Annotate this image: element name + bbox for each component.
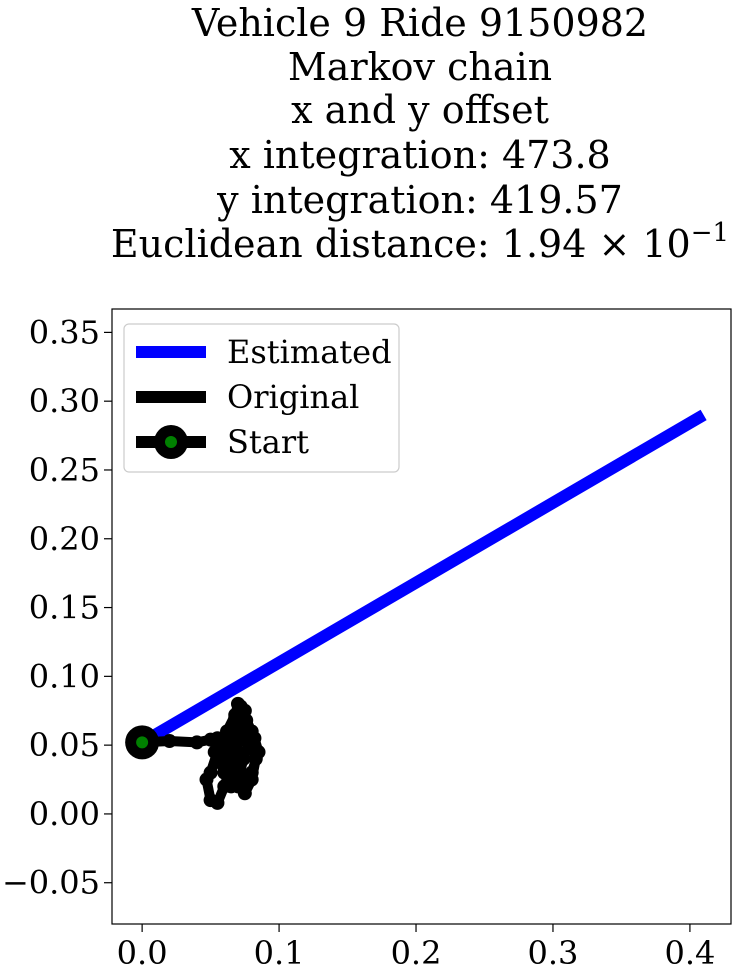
series-estimated-line [139,409,707,748]
x-tick-label: 0.1 [254,934,305,971]
original-point [230,710,245,725]
legend: Estimated Original Start [123,323,400,473]
title-line-6: Euclidean distance: 1.94 × 10−1 [111,218,729,266]
y-tick-label: 0.30 [29,382,100,420]
title-line-5: y integration: 419.57 [216,178,623,222]
x-tick-label: 0.4 [664,934,715,971]
y-tick-label: 0.35 [29,313,100,351]
original-point [244,724,259,739]
y-tick-label: 0.15 [29,589,100,627]
title-line-4: x integration: 473.8 [229,133,610,177]
y-tick-label: −0.05 [2,864,100,902]
original-point [199,772,214,787]
legend-label-estimated: Estimated [227,333,392,371]
legend-label-original: Original [227,378,359,416]
y-tick-label: 0.20 [29,520,100,558]
original-point [189,735,204,750]
original-point [230,765,245,780]
original-point [224,740,239,755]
y-tick-label: 0.00 [29,795,100,833]
y-tick-label: 0.25 [29,451,100,489]
legend-box [123,323,400,473]
y-tick-label: 0.05 [29,726,100,764]
title-line-2: Markov chain [288,45,552,89]
plot-frame [111,308,732,925]
x-tick-label: 0.3 [528,934,579,971]
original-point [210,795,225,810]
legend-label-start: Start [227,423,309,461]
original-point [244,772,259,787]
original-point [210,731,225,746]
title-exponent: −1 [691,218,729,248]
original-point [248,751,263,766]
y-axis: −0.05 0.00 0.05 0.10 0.15 0.20 0.25 0.30 0.35 [2,313,112,902]
title-line-3: x and y offset [291,88,549,132]
x-axis: 0.0 0.1 0.2 0.3 0.4 [117,924,715,971]
original-point [235,749,250,764]
y-tick-label: 0.10 [29,657,100,695]
series-group [125,409,707,810]
x-tick-label: 0.0 [117,934,168,971]
original-point [225,727,240,742]
legend-start-marker-center [165,436,177,448]
x-tick-label: 0.2 [391,934,442,971]
title-line-1: Vehicle 9 Ride 9150982 [191,1,648,45]
original-point [162,734,177,749]
original-point [230,696,245,711]
start-marker-center [136,736,149,749]
original-point [241,735,256,750]
